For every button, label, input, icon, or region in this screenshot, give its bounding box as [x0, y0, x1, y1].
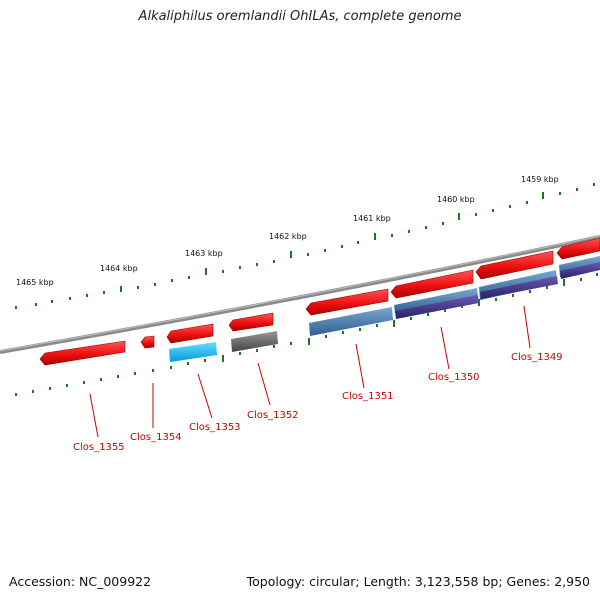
genome-backbone-highlight	[0, 235, 600, 352]
feature-bar-purple-offscreen[interactable]	[560, 262, 600, 279]
gene-label-clos-1350: Clos_1350	[428, 372, 480, 383]
kbp-label-1462: 1462 kbp	[269, 232, 307, 241]
gene-arrow-clos-1355[interactable]	[39, 340, 126, 366]
kbp-label-1463: 1463 kbp	[185, 249, 223, 258]
gene-arrow-offscreen-right[interactable]	[556, 237, 600, 260]
leader-lines	[89, 305, 531, 438]
kbp-label-1465: 1465 kbp	[16, 278, 54, 287]
gene-label-clos-1353: Clos_1353	[189, 422, 241, 433]
inner-tick-ring	[15, 273, 598, 396]
feature-bar-steel-1350[interactable]	[394, 288, 478, 313]
kbp-label-1460: 1460 kbp	[437, 195, 475, 204]
gene-arrow-clos-1350[interactable]	[390, 269, 474, 299]
feature-bar-cyan[interactable]	[169, 342, 217, 362]
gene-arrow-clos-1353[interactable]	[166, 323, 214, 344]
feature-bar-purple-1349[interactable]	[480, 276, 558, 299]
gene-label-clos-1352: Clos_1352	[247, 410, 299, 421]
gene-arrow-clos-1352[interactable]	[228, 312, 274, 332]
figure-title: Alkaliphilus oremlandii OhILAs, complete…	[138, 9, 462, 24]
genome-backbone	[0, 235, 600, 354]
kbp-label-1461: 1461 kbp	[353, 214, 391, 223]
genome-summary-text: Topology: circular; Length: 3,123,558 bp…	[246, 574, 590, 589]
kbp-label-1459: 1459 kbp	[521, 175, 559, 184]
accession-text: Accession: NC_009922	[9, 574, 152, 589]
outer-tick-ring	[15, 183, 595, 309]
gene-arrow-clos-1354[interactable]	[140, 335, 155, 349]
feature-bar-gray[interactable]	[231, 331, 278, 352]
gene-arrow-clos-1351[interactable]	[305, 288, 389, 316]
gene-label-clos-1349: Clos_1349	[511, 352, 563, 363]
gene-label-clos-1355: Clos_1355	[73, 442, 125, 453]
gene-label-clos-1354: Clos_1354	[130, 432, 182, 443]
feature-bar-purple-1350[interactable]	[395, 295, 479, 319]
kbp-label-1464: 1464 kbp	[100, 264, 138, 273]
gene-label-clos-1351: Clos_1351	[342, 391, 394, 402]
feature-bar-steel-1351[interactable]	[309, 307, 393, 336]
gene-arrow-clos-1349[interactable]	[475, 250, 554, 280]
